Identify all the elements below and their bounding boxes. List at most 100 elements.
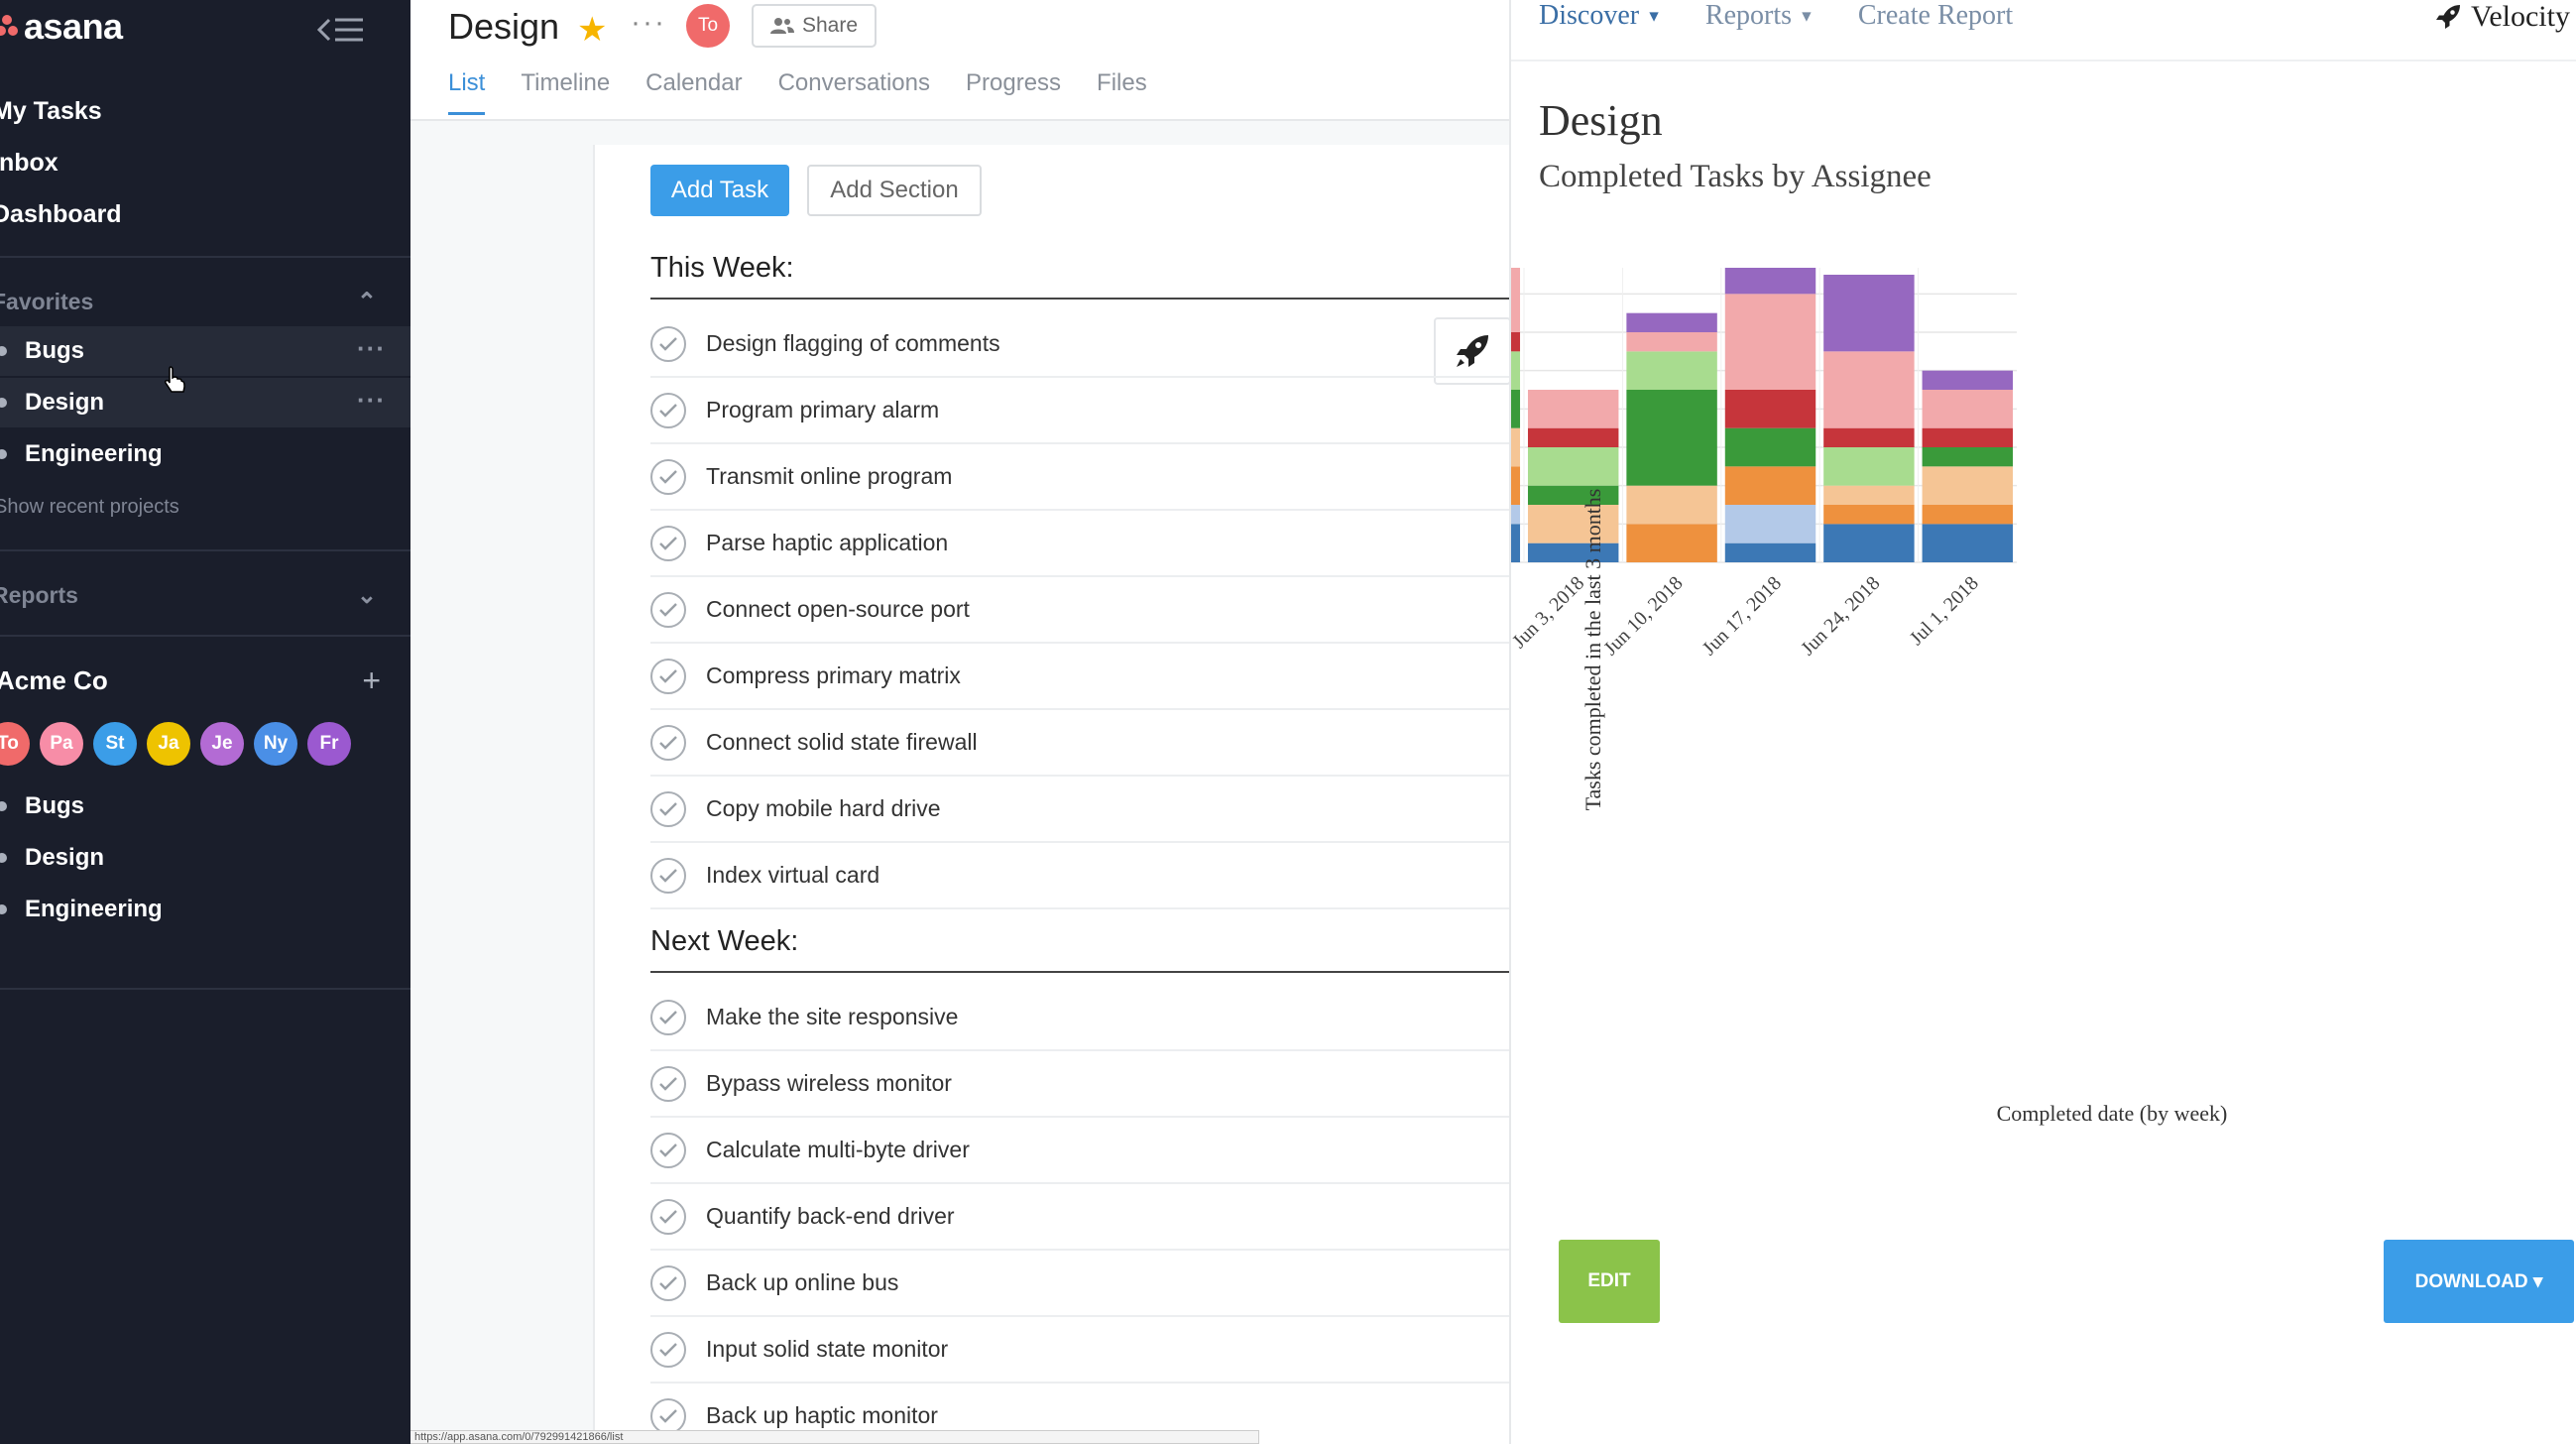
nav-my-tasks[interactable]: My Tasks — [0, 97, 102, 125]
avatar[interactable]: Ny — [254, 722, 297, 766]
bar-segment — [1823, 447, 1915, 486]
avatar[interactable]: Pa — [40, 722, 83, 766]
task-name[interactable]: Index virtual card — [706, 862, 880, 888]
team-project-design[interactable]: Design — [0, 833, 410, 883]
reports-header[interactable]: Reports ⌄ — [0, 575, 387, 615]
checkmark-icon[interactable] — [650, 458, 686, 495]
task-name[interactable]: Quantify back-end driver — [706, 1203, 955, 1229]
download-button[interactable]: DOWNLOAD ▾ — [2384, 1240, 2574, 1323]
avatar[interactable]: To — [0, 722, 30, 766]
task-row[interactable]: Quantify back-end driver — [650, 1184, 1509, 1251]
chevron-down-icon[interactable]: ⌄ — [356, 581, 377, 609]
task-name[interactable]: Connect open-source port — [706, 596, 970, 622]
task-name[interactable]: Connect solid state firewall — [706, 729, 978, 755]
task-row[interactable]: Back up online bus — [650, 1251, 1509, 1317]
task-row[interactable]: Input solid state monitor — [650, 1317, 1509, 1384]
checkmark-icon[interactable] — [650, 1331, 686, 1368]
avatar[interactable]: St — [93, 722, 137, 766]
task-name[interactable]: Back up online bus — [706, 1269, 899, 1295]
share-button[interactable]: Share — [752, 4, 877, 48]
checkmark-icon[interactable] — [650, 857, 686, 894]
task-name[interactable]: Copy mobile hard drive — [706, 795, 941, 821]
tab-timeline[interactable]: Timeline — [521, 69, 611, 96]
checkmark-icon[interactable] — [650, 392, 686, 428]
task-row[interactable]: Copy mobile hard drive — [650, 777, 1509, 843]
task-name[interactable]: Compress primary matrix — [706, 662, 961, 688]
tab-progress[interactable]: Progress — [966, 69, 1062, 96]
task-row[interactable]: Connect open-source port — [650, 577, 1509, 644]
more-options-icon[interactable]: ··· — [631, 6, 666, 39]
avatar[interactable]: Je — [200, 722, 244, 766]
favorite-engineering[interactable]: Engineering — [0, 429, 410, 479]
x-tick-label: Jun 24, 2018 — [1797, 572, 1884, 660]
avatar[interactable]: To — [686, 4, 730, 48]
task-row[interactable]: Connect solid state firewall — [650, 710, 1509, 777]
team-project-engineering[interactable]: Engineering — [0, 885, 410, 934]
favorites-label: Favorites — [0, 288, 94, 314]
chevron-up-icon[interactable]: ⌃ — [356, 288, 377, 315]
favorite-bugs[interactable]: Bugs ··· — [0, 326, 410, 376]
task-row[interactable]: Design flagging of comments — [650, 311, 1509, 378]
reports-menu[interactable]: Reports ▼ — [1705, 0, 1815, 32]
nav-inbox[interactable]: Inbox — [0, 149, 59, 177]
page-title[interactable]: Design — [448, 6, 560, 47]
edit-button[interactable]: EDIT — [1559, 1240, 1660, 1323]
checkmark-icon[interactable] — [650, 1132, 686, 1168]
task-name[interactable]: Input solid state monitor — [706, 1336, 949, 1362]
checkmark-icon[interactable] — [650, 790, 686, 827]
task-row[interactable]: Make the site responsive — [650, 985, 1509, 1051]
add-task-button[interactable]: Add Task — [650, 165, 789, 216]
checkmark-icon[interactable] — [650, 525, 686, 561]
avatar[interactable]: Ja — [147, 722, 190, 766]
more-options-icon[interactable]: ··· — [357, 333, 386, 363]
asana-logo[interactable]: asana — [0, 6, 123, 48]
rocket-icon — [2436, 5, 2460, 29]
task-name[interactable]: Transmit online program — [706, 463, 953, 489]
checkmark-icon[interactable] — [650, 999, 686, 1035]
task-name[interactable]: Calculate multi-byte driver — [706, 1137, 970, 1162]
task-row[interactable]: Calculate multi-byte driver — [650, 1118, 1509, 1184]
star-icon[interactable]: ★ — [577, 11, 608, 49]
task-name[interactable]: Make the site responsive — [706, 1004, 959, 1029]
task-row[interactable]: Bypass wireless monitor — [650, 1051, 1509, 1118]
add-icon[interactable]: + — [362, 662, 381, 698]
nav-dashboard[interactable]: Dashboard — [0, 200, 122, 228]
discover-menu[interactable]: Discover ▼ — [1539, 0, 1662, 32]
favorite-design[interactable]: Design ··· — [0, 378, 410, 427]
favorites-header[interactable]: Favorites ⌃ — [0, 282, 387, 321]
task-row[interactable]: Index virtual card — [650, 843, 1509, 909]
task-row[interactable]: Compress primary matrix — [650, 644, 1509, 710]
task-name[interactable]: Design flagging of comments — [706, 330, 1000, 356]
task-list: Add Task Add Section This Week: Design fl… — [593, 145, 1509, 1444]
checkmark-icon[interactable] — [650, 591, 686, 628]
checkmark-icon[interactable] — [650, 724, 686, 761]
checkmark-icon[interactable] — [650, 1198, 686, 1235]
more-options-icon[interactable]: ··· — [357, 385, 386, 415]
task-row[interactable]: Parse haptic application — [650, 511, 1509, 577]
collapse-sidebar-icon[interactable] — [315, 12, 367, 48]
checkmark-icon[interactable] — [650, 658, 686, 694]
task-name[interactable]: Bypass wireless monitor — [706, 1070, 952, 1096]
add-section-button[interactable]: Add Section — [807, 165, 982, 216]
avatar[interactable]: Fr — [307, 722, 351, 766]
task-name[interactable]: Back up haptic monitor — [706, 1402, 938, 1428]
tab-files[interactable]: Files — [1097, 69, 1147, 96]
tab-list[interactable]: List — [448, 69, 486, 117]
create-report-link[interactable]: Create Report — [1857, 0, 2014, 31]
show-recent-projects-link[interactable]: Show recent projects — [0, 496, 179, 518]
team-header[interactable]: Acme Co + — [0, 662, 393, 699]
report-subtitle: Completed Tasks by Assignee — [1539, 159, 1932, 194]
checkmark-icon[interactable] — [650, 1397, 686, 1434]
task-name[interactable]: Program primary alarm — [706, 397, 940, 422]
checkmark-icon[interactable] — [650, 1065, 686, 1102]
checkmark-icon[interactable] — [650, 1264, 686, 1301]
team-project-bugs[interactable]: Bugs — [0, 782, 410, 831]
velocity-brand[interactable]: Velocity — [2433, 0, 2570, 34]
task-name[interactable]: Parse haptic application — [706, 530, 949, 555]
velocity-button[interactable] — [1434, 317, 1509, 385]
task-row[interactable]: Transmit online program — [650, 444, 1509, 511]
task-row[interactable]: Program primary alarm — [650, 378, 1509, 444]
checkmark-icon[interactable] — [650, 325, 686, 362]
tab-calendar[interactable]: Calendar — [645, 69, 743, 96]
tab-conversations[interactable]: Conversations — [777, 69, 930, 96]
